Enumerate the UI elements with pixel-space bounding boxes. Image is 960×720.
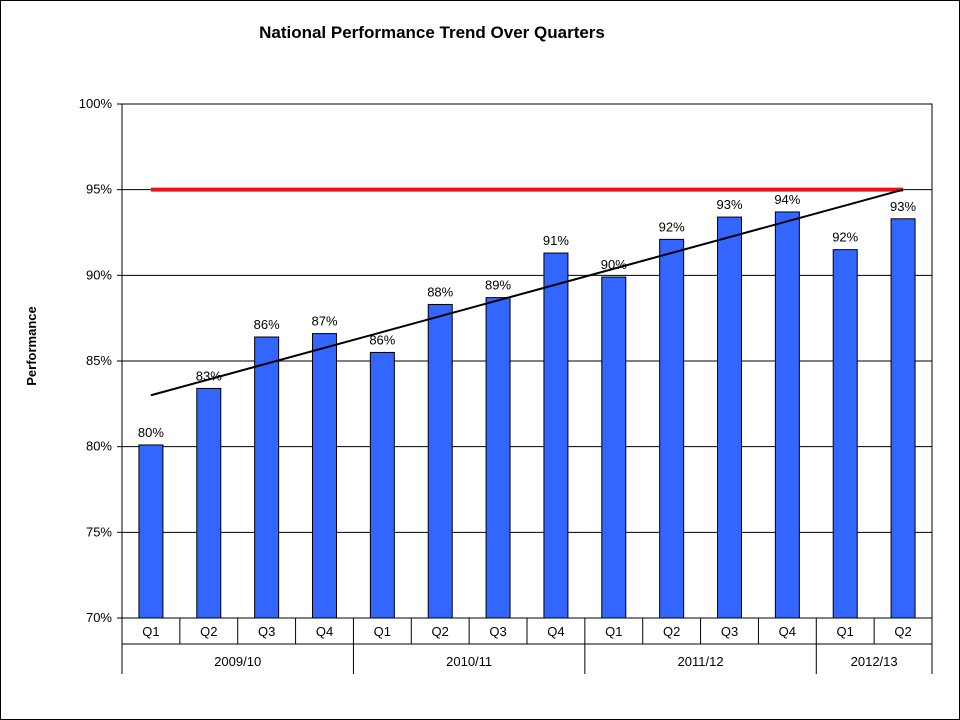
data-label: 89% [485,278,511,293]
data-labels: 80% 83% 86% 87% 86% 88% 89% 91% 90% 92% 93% 94% 92% 9… [138,192,917,440]
bar [717,216,742,619]
x-tick-label: Q4 [779,624,796,639]
x-axis: Q1 Q2 Q3 Q4 Q1 Q2 Q3 Q4 Q1 Q2 Q3 Q4 Q1 Q2 2009/10 2010/… [121,618,933,674]
x-tick-label: Q3 [258,624,275,639]
data-label: 93% [716,197,742,212]
x-tick-label: Q2 [663,624,680,639]
x-tick-label: Q4 [547,624,564,639]
bar [601,276,627,619]
y-tick-label: 80% [86,439,112,454]
bar [659,238,685,619]
x-tick-label: Q3 [489,624,506,639]
x-tick-label: Q1 [605,624,622,639]
y-tick-label: 95% [86,182,112,197]
bar [774,211,800,619]
bar [196,387,222,619]
x-tick-label: Q2 [894,624,911,639]
bar [485,297,511,619]
data-label: 92% [832,230,858,245]
x-group-label: 2011/12 [678,654,724,669]
gridlines [122,103,932,619]
x-tick-label: Q2 [432,624,449,639]
data-label: 87% [311,314,337,329]
bar [832,249,858,619]
bar [138,444,164,619]
x-tick-label: Q2 [200,624,217,639]
data-label: 86% [254,317,280,332]
x-tick-label: Q3 [721,624,738,639]
y-tick-label: 100% [79,96,113,111]
bar [890,218,916,619]
x-tick-label: Q4 [316,624,333,639]
data-label: 90% [601,257,627,272]
y-tick-label: 90% [86,267,112,282]
y-tick-label: 75% [86,524,112,539]
y-tick-label: 70% [86,610,112,625]
data-label: 92% [659,219,685,234]
y-axis-ticks: 70% 75% 80% 85% 90% 95% 100% [79,96,122,625]
data-label: 80% [138,425,164,440]
y-tick-label: 85% [86,353,112,368]
data-label: 91% [543,233,569,248]
x-tick-label: Q1 [837,624,854,639]
bars [138,211,916,619]
data-label: 93% [890,199,916,214]
x-group-label: 2010/11 [446,654,492,669]
chart-title: National Performance Trend Over Quarters [259,23,605,42]
data-label: 94% [774,192,800,207]
bar [427,303,453,619]
data-label: 83% [196,368,222,383]
x-group-label: 2012/13 [851,654,898,669]
trendline [150,188,904,397]
x-tick-label: Q1 [374,624,391,639]
bar [369,351,395,619]
data-label: 86% [369,332,395,347]
data-label: 88% [427,284,453,299]
y-axis-label: Performance [24,306,39,385]
x-tick-label: Q1 [142,624,159,639]
bar [312,333,337,619]
bar [543,252,569,619]
x-group-label: 2009/10 [214,654,261,669]
bar [254,336,280,619]
overlay-lines [150,187,904,397]
